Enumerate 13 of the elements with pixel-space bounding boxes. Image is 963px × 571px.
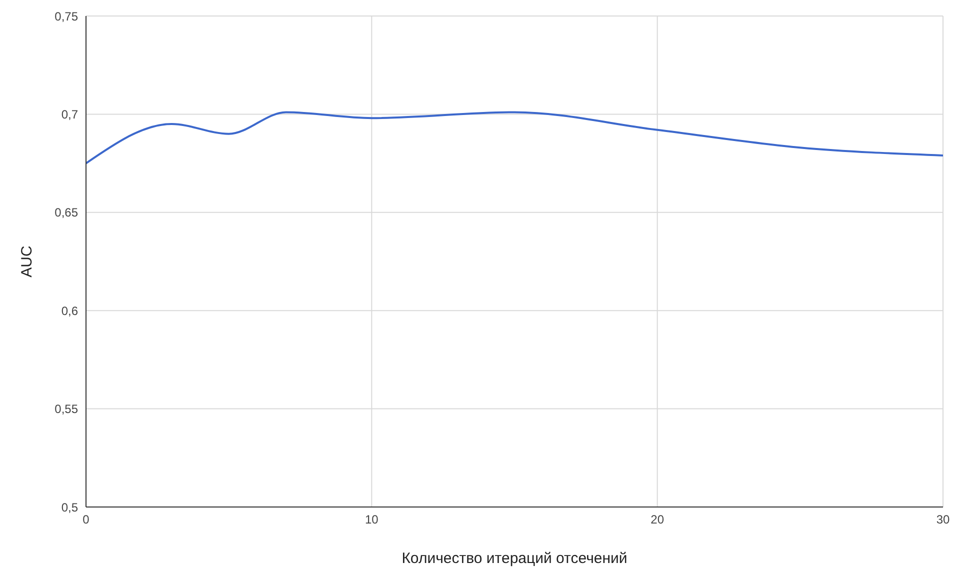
- x-axis-title: Количество итераций отсечений: [402, 550, 628, 567]
- y-tick-label: 0,75: [54, 9, 78, 24]
- x-tick-label: 30: [936, 512, 950, 527]
- y-tick-label: 0,7: [61, 107, 78, 122]
- y-tick-label: 0,65: [54, 206, 78, 220]
- x-tick-label: 10: [364, 512, 379, 527]
- y-tick-label: 0,6: [61, 304, 78, 318]
- x-tick-label: 20: [650, 512, 664, 527]
- y-axis-title: AUC: [18, 246, 36, 278]
- y-tick-label: 0,5: [61, 500, 78, 514]
- line-series: [86, 111, 943, 164]
- x-tick-label: 0: [82, 512, 90, 527]
- y-tick-label: 0,55: [54, 402, 78, 416]
